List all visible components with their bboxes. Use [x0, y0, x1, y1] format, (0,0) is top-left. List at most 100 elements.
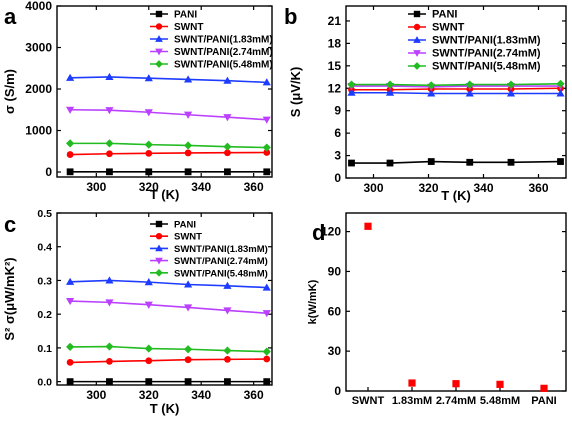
data-point [223, 281, 232, 289]
data-point [385, 88, 395, 96]
data-point [262, 283, 271, 291]
x-tick-label: 5.48mM [480, 395, 520, 407]
y-tick-label: 1000 [25, 124, 52, 138]
y-tick-label: 90 [328, 264, 342, 278]
panel-letter-d: d [312, 220, 325, 245]
data-point [184, 75, 193, 83]
data-point [263, 168, 271, 176]
data-point [347, 80, 356, 89]
legend-marker [155, 10, 163, 18]
data-point [184, 378, 192, 386]
series-line [70, 300, 267, 314]
x-tick-label: 320 [418, 181, 438, 195]
data-point [262, 347, 271, 356]
data-point [364, 222, 372, 230]
y-tick-label: 0.5 [37, 208, 52, 220]
legend-entry: SWNT/PANI(5.48mM) [174, 268, 268, 279]
data-point [452, 380, 460, 388]
data-point [223, 307, 232, 315]
data-point [557, 158, 564, 165]
data-point [66, 297, 75, 306]
x-tick-label: 360 [244, 180, 264, 194]
x-tick-label: PANI [531, 395, 556, 407]
data-point [144, 109, 153, 117]
data-point [263, 149, 271, 156]
x-tick-label: 1.83mM [392, 395, 432, 407]
legend-marker [155, 23, 163, 30]
x-axis-label: T (K) [150, 401, 180, 416]
x-tick-label: 2.74mM [436, 395, 476, 407]
data-point [496, 380, 504, 388]
x-tick-label: 360 [528, 181, 548, 195]
panel-a: a 0 1000 2000 3000 4000 300 320 340 360 T (K) σ (S… [2, 0, 273, 202]
x-tick-label: SWNT [352, 395, 385, 407]
legend-entry: SWNT/PANI(2.74mM) [174, 256, 268, 267]
data-point [184, 280, 193, 288]
data-point [262, 116, 271, 124]
data-point [224, 168, 231, 176]
legend-entry: SWNT/PANI(2.74mM) [432, 48, 541, 60]
y-tick-label: 60 [328, 304, 342, 318]
data-point [262, 143, 271, 152]
data-point [507, 158, 515, 166]
data-point [145, 168, 153, 176]
y-tick-label: 15 [328, 59, 342, 73]
y-axis-label: σ (S/m) [2, 69, 17, 114]
data-point [105, 139, 114, 148]
y-tick-label: 6 [334, 126, 341, 140]
y-tick-label: 18 [328, 36, 342, 50]
legend-entry: SWNT/PANI(2.74mM) [174, 47, 273, 58]
data-point [385, 80, 395, 89]
legend-marker [155, 268, 163, 277]
y-tick-label: 4000 [25, 0, 52, 13]
x-axis-label: T (K) [150, 187, 180, 202]
legend-marker [413, 10, 421, 18]
legend-marker [413, 23, 421, 31]
data-point [184, 304, 193, 312]
y-tick-label: 21 [328, 14, 342, 28]
data-point [66, 342, 75, 351]
legend-entry: SWNT [174, 232, 202, 243]
legend-marker [155, 257, 163, 265]
series-line [70, 76, 267, 84]
x-tick-label: 300 [86, 388, 106, 402]
x-tick-label: 300 [363, 181, 383, 195]
y-tick-label: 9 [334, 104, 341, 118]
series-line [70, 345, 267, 353]
data-point [105, 276, 114, 284]
data-point [66, 277, 75, 285]
data-point [66, 139, 75, 148]
legend-marker [155, 35, 163, 42]
y-tick-label: 0.0 [37, 377, 52, 389]
data-point [184, 149, 192, 157]
data-point [223, 76, 232, 84]
data-point [106, 378, 113, 386]
data-point [144, 140, 153, 149]
data-point [223, 346, 232, 355]
data-point [184, 111, 193, 119]
legend-entry: SWNT/PANI(5.48mM) [432, 61, 541, 73]
y-tick-label: 0.4 [37, 242, 52, 254]
y-tick-label: 0.1 [37, 343, 52, 355]
data-point [556, 79, 565, 88]
data-point [465, 89, 474, 97]
y-tick-label: 0.2 [37, 309, 52, 321]
legend-marker [155, 233, 163, 240]
data-point [105, 107, 114, 115]
y-tick-label: 30 [328, 344, 342, 358]
data-point [106, 150, 113, 158]
data-point [506, 80, 516, 89]
data-point [105, 342, 114, 351]
panel-c: c 0.0 0.1 0.2 0.3 0.4 0.5 300 320 340 360 T (K) S² … [2, 208, 273, 416]
y-tick-label: 0.3 [37, 275, 52, 287]
data-point [66, 168, 74, 176]
x-tick-label: 340 [191, 180, 211, 194]
series-line [351, 85, 561, 88]
data-point [263, 355, 271, 363]
legend-entry: SWNT/PANI(1.83mM) [432, 35, 541, 47]
y-axis-label: S² σ(μW/mK²) [2, 257, 17, 340]
data-point [506, 89, 516, 97]
plot-frame [56, 212, 273, 386]
series-line [351, 82, 561, 87]
data-point [184, 168, 192, 176]
